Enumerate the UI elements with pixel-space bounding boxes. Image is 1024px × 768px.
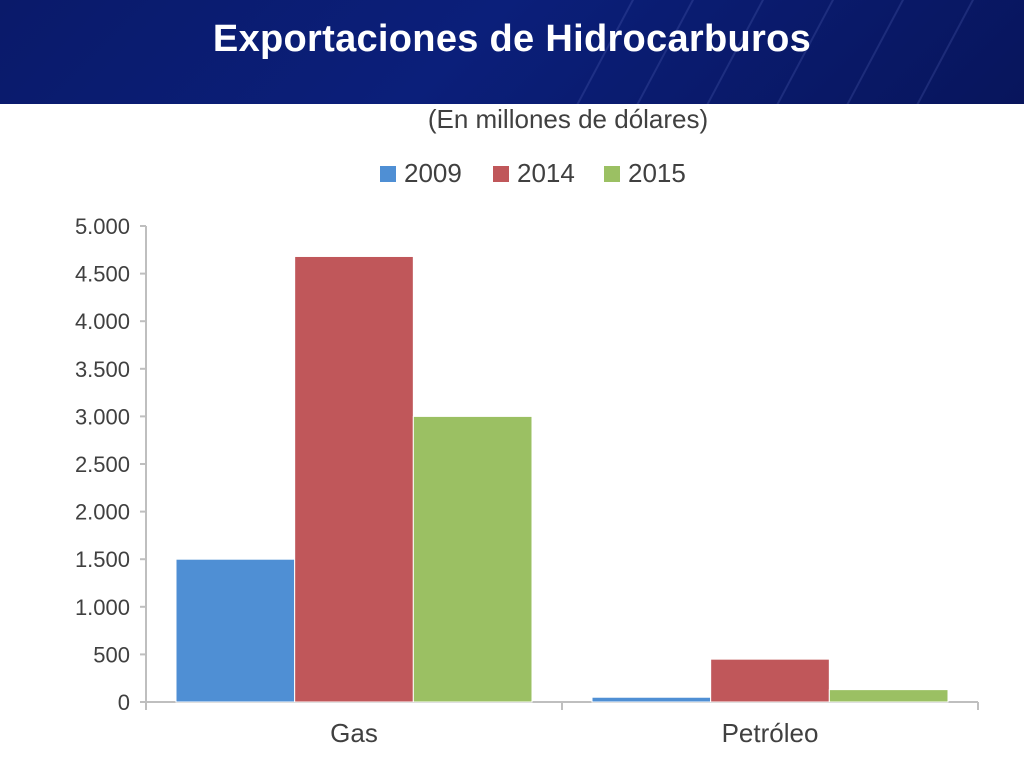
y-tick-label: 0 (118, 690, 130, 715)
y-tick-label: 2.500 (75, 452, 130, 477)
bar-chart: (En millones de dólares) 2009 2014 2015 0 5… (75, 104, 979, 748)
y-tick-label: 500 (93, 642, 130, 667)
y-tick-label: 3.500 (75, 357, 130, 382)
x-axis: Gas Petróleo (145, 701, 979, 748)
legend-swatch-2014 (493, 166, 509, 182)
title-band: Exportaciones de Hidrocarburos (0, 0, 1024, 104)
legend-label-2009: 2009 (404, 158, 462, 188)
bar-petróleo-2015 (828, 689, 949, 703)
bars (175, 255, 949, 703)
x-category-label: Petróleo (722, 718, 819, 748)
y-tick-label: 1.500 (75, 547, 130, 572)
chart-legend: 2009 2014 2015 (380, 158, 686, 188)
y-tick-label: 3.000 (75, 404, 130, 429)
y-tick-label: 1.000 (75, 595, 130, 620)
legend-label-2014: 2014 (517, 158, 575, 188)
x-category-label: Gas (330, 718, 378, 748)
bar-petróleo-2014 (710, 658, 830, 703)
bar-petróleo-2009 (591, 696, 712, 703)
y-tick-label: 5.000 (75, 214, 130, 239)
legend-swatch-2015 (604, 166, 620, 182)
chart-area: (En millones de dólares) 2009 2014 2015 0 5… (0, 104, 1024, 768)
chart-subtitle: (En millones de dólares) (428, 104, 708, 134)
y-tick-label: 2.000 (75, 500, 130, 525)
bar-gas-2009 (175, 558, 296, 703)
y-tick-label: 4.000 (75, 309, 130, 334)
bar-gas-2014 (294, 255, 414, 703)
legend-swatch-2009 (380, 166, 396, 182)
slide-title: Exportaciones de Hidrocarburos (212, 18, 812, 60)
y-tick-label: 4.500 (75, 262, 130, 287)
legend-label-2015: 2015 (628, 158, 686, 188)
y-axis: 0 500 1.000 1.500 2.000 2.500 3.000 3.500 4.000 4… (75, 214, 147, 715)
bar-gas-2015 (412, 415, 533, 703)
